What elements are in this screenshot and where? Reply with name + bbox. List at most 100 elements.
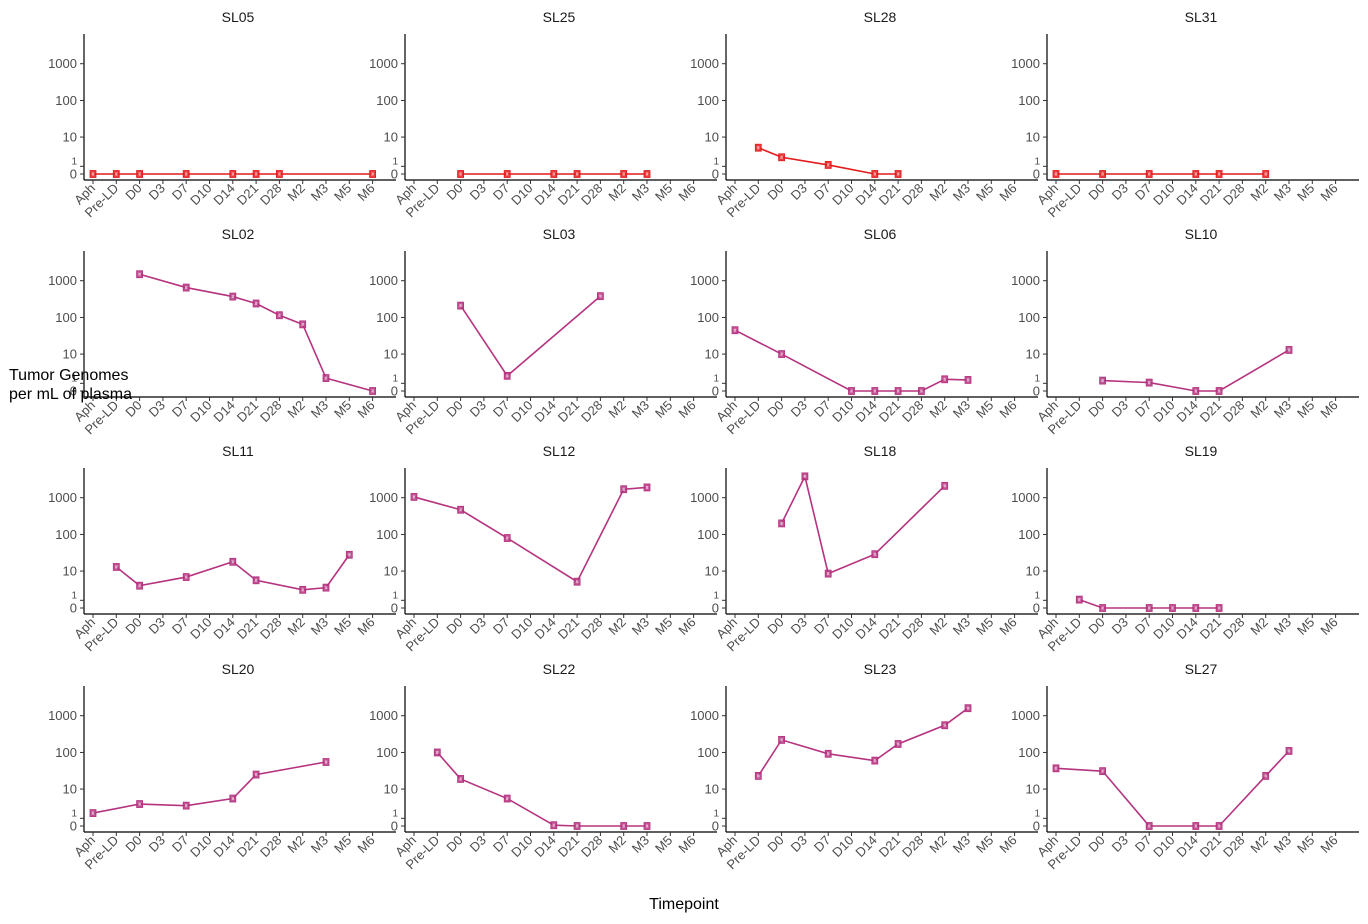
y-tick-label: 1 [392, 373, 398, 384]
x-tick-label: D14 [852, 833, 879, 860]
x-tick-label: D14 [531, 833, 558, 860]
data-point-highlight [599, 294, 602, 298]
x-tick-label: D0 [443, 181, 465, 203]
x-tick-label: D10 [187, 181, 214, 208]
x-tick-label: D21 [234, 181, 261, 208]
x-tick-label: D14 [1173, 181, 1200, 208]
y-tick-label: 10 [384, 564, 398, 579]
y-tick-label: 100 [376, 527, 398, 542]
data-point-highlight [780, 155, 783, 159]
x-tick-label: D28 [899, 833, 926, 860]
x-tick-label: M6 [675, 833, 698, 856]
data-point-highlight [254, 172, 258, 176]
x-tick-label: M6 [354, 833, 377, 856]
x-tick-label: M6 [1317, 398, 1340, 421]
data-point-highlight [733, 328, 737, 332]
x-tick-label: D0 [764, 615, 786, 637]
x-tick-label: D14 [1173, 398, 1200, 425]
x-tick-label: D10 [187, 398, 214, 425]
data-point-highlight [850, 389, 853, 393]
data-point-highlight [943, 723, 946, 727]
y-tick-label: 1 [713, 590, 719, 601]
x-tick-label: D3 [467, 398, 489, 420]
x-tick-label: D28 [257, 615, 284, 642]
x-tick-label: D28 [257, 398, 284, 425]
y-tick-label: 0 [391, 167, 398, 182]
data-point-highlight [966, 706, 970, 710]
x-tick-label: D28 [578, 833, 605, 860]
data-point-highlight [1101, 379, 1104, 383]
x-tick-label: M5 [1294, 181, 1317, 204]
y-tick-label: 1000 [369, 56, 398, 71]
x-tick-label: M5 [1294, 615, 1317, 638]
data-point-highlight [459, 508, 462, 512]
x-tick-label: D10 [187, 833, 214, 860]
x-tick-label: D3 [1109, 181, 1131, 203]
x-tick-label: M3 [629, 398, 652, 421]
x-tick-label: M6 [996, 615, 1019, 638]
x-tick-label: D0 [122, 833, 144, 855]
series-line [734, 329, 969, 392]
data-point-highlight [575, 172, 579, 176]
data-point-highlight [896, 172, 900, 176]
data-point-highlight [348, 553, 351, 557]
y-tick-label: 0 [70, 601, 77, 616]
y-tick-label: 0 [712, 384, 719, 399]
x-tick-label: D0 [1085, 398, 1107, 420]
x-tick-label: M2 [1247, 398, 1270, 421]
series-line [92, 761, 327, 814]
data-point-highlight [622, 824, 625, 828]
x-tick-label: M2 [926, 615, 949, 638]
data-point-highlight [943, 484, 946, 488]
y-tick-label: 0 [712, 167, 719, 182]
x-tick-label: M3 [1271, 398, 1294, 421]
y-tick-label: 1 [392, 590, 398, 601]
x-tick-label: M3 [629, 833, 652, 856]
data-point-highlight [1217, 389, 1221, 393]
x-tick-label: M5 [973, 833, 996, 856]
x-tick-label: D3 [467, 615, 489, 637]
x-tick-label: M5 [973, 615, 996, 638]
facet-title: SL25 [543, 9, 576, 25]
data-point-highlight [575, 580, 579, 584]
x-tick-label: D14 [852, 181, 879, 208]
x-tick-label: D21 [1197, 833, 1224, 860]
x-tick-label: D10 [508, 615, 535, 642]
x-tick-label: D28 [899, 181, 926, 208]
x-tick-label: D14 [531, 615, 558, 642]
x-tick-label: D0 [122, 615, 144, 637]
facet-title: SL22 [543, 661, 576, 677]
y-tick-label: 10 [1026, 130, 1040, 145]
x-tick-label: D0 [1085, 833, 1107, 855]
data-point-highlight [552, 172, 555, 176]
x-tick-label: D28 [257, 833, 284, 860]
data-point-highlight [645, 824, 649, 828]
x-tick-label: M5 [973, 398, 996, 421]
x-tick-label: M6 [996, 181, 1019, 204]
y-tick-label: 1 [1034, 156, 1040, 167]
data-point-highlight [757, 774, 760, 778]
data-point-highlight [1171, 606, 1174, 610]
x-tick-label: D3 [146, 181, 168, 203]
data-point-highlight [278, 313, 281, 317]
x-tick-label: M5 [331, 833, 354, 856]
x-tick-label: D14 [531, 398, 558, 425]
y-tick-label: 1000 [690, 273, 719, 288]
data-point-highlight [254, 773, 258, 777]
y-tick-label: 1000 [369, 708, 398, 723]
x-tick-label: D10 [508, 833, 535, 860]
data-point-highlight [966, 378, 970, 382]
data-point-highlight [185, 575, 188, 579]
x-tick-label: M6 [1317, 833, 1340, 856]
data-point-highlight [780, 521, 783, 525]
y-tick-label: 10 [384, 347, 398, 362]
x-tick-label: D10 [829, 615, 856, 642]
data-point-highlight [254, 578, 258, 582]
y-tick-label: 1 [1034, 808, 1040, 819]
x-tick-label: D14 [210, 181, 237, 208]
y-tick-label: 100 [1018, 93, 1040, 108]
